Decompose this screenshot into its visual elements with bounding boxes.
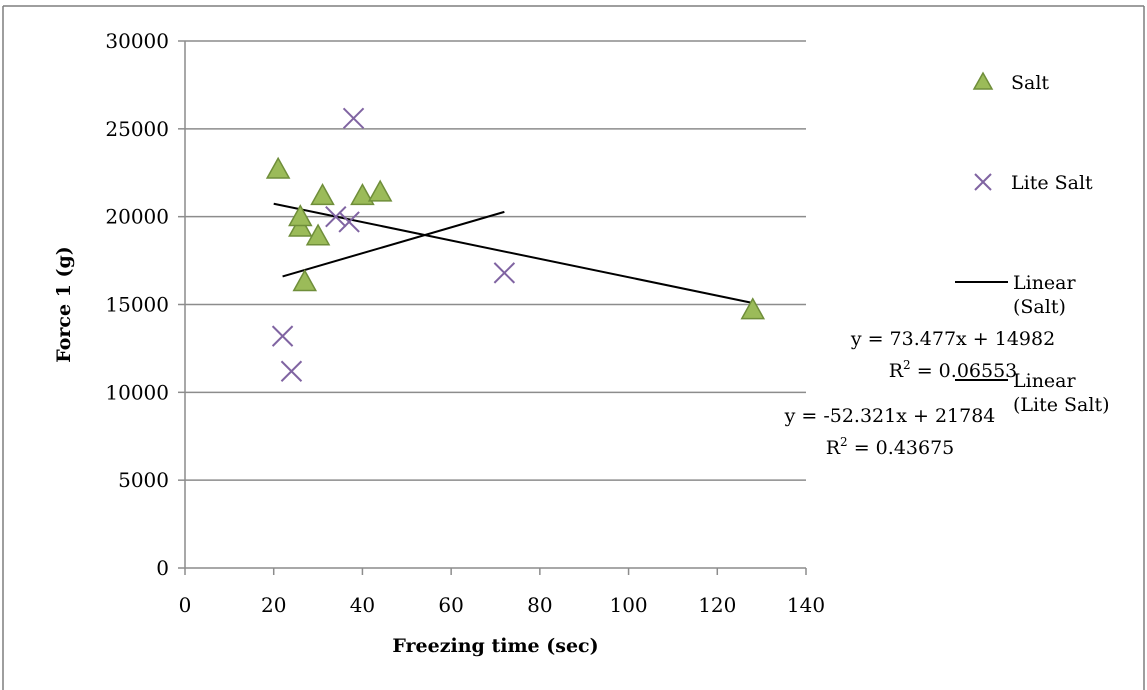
point-salt-3 <box>292 269 318 292</box>
y-tick-label-15000: 15000 <box>105 293 169 317</box>
x-axis-title: Freezing time (sec) <box>392 635 598 657</box>
legend-label-lite-salt: Lite Salt <box>1011 172 1093 194</box>
point-lite-salt-2-stroke-b <box>325 205 347 228</box>
x-tick-label-140: 140 <box>787 593 825 617</box>
x-tick-label-100: 100 <box>609 593 647 617</box>
point-lite-salt-0-stroke-b <box>271 325 294 347</box>
trendlines <box>273 202 753 304</box>
x-tick-label-60: 60 <box>438 593 463 617</box>
point-lite-salt-5-stroke-b <box>493 262 516 284</box>
point-lite-salt-5 <box>493 262 516 284</box>
r-squared-exponent: 2 <box>903 358 911 372</box>
equation-linear-salt: y = -52.321x + 21784 <box>784 405 996 427</box>
y-axis-title: Force 1 (g) <box>53 246 75 363</box>
y-tick-label-30000: 30000 <box>105 29 169 53</box>
point-salt-2 <box>288 204 313 227</box>
point-lite-salt-4-stroke-b <box>342 107 365 130</box>
r-squared-label: R <box>826 437 841 459</box>
legend-label-linear-salt-line-0: Linear <box>1013 272 1077 294</box>
gridlines <box>185 40 806 481</box>
trendline-linear-lite-salt <box>282 210 505 278</box>
point-salt-6 <box>350 183 375 206</box>
r-squared-label: R <box>889 360 904 382</box>
point-salt-7 <box>367 179 393 202</box>
legend-label-linear-salt-line-1: (Salt) <box>1013 296 1066 318</box>
y-tick-label-25000: 25000 <box>105 117 169 141</box>
r-squared-value: = 0.06553 <box>911 360 1018 382</box>
chart-frame <box>2 5 1145 690</box>
trendline-linear-salt <box>273 202 753 304</box>
legend-marker-lite-salt <box>974 173 992 191</box>
point-lite-salt-1 <box>280 360 303 382</box>
point-salt-8 <box>740 297 766 320</box>
axes: 0 5000 10000 15000 20000 25000 30000 0 20 40 60 80 1… <box>53 29 825 657</box>
point-lite-salt-1-stroke-b <box>280 360 303 382</box>
legend-marker-lite-salt-b <box>974 173 992 191</box>
y-tick-label-0: 0 <box>156 556 169 580</box>
series-lite-salt <box>271 107 516 382</box>
r-squared-value: = 0.43675 <box>848 437 955 459</box>
point-lite-salt-3-stroke-b <box>338 211 360 233</box>
legend-label-linear-lite-salt-line-1: (Lite Salt) <box>1013 394 1110 416</box>
point-lite-salt-4 <box>342 107 365 130</box>
x-tick-label-20: 20 <box>261 593 286 617</box>
y-tick-label-20000: 20000 <box>105 205 169 229</box>
point-lite-salt-3 <box>338 211 360 233</box>
x-tick-label-120: 120 <box>698 593 736 617</box>
point-lite-salt-0 <box>271 325 294 347</box>
data-points <box>265 107 766 382</box>
legend-label-salt: Salt <box>1011 72 1049 94</box>
point-salt-5 <box>310 183 335 206</box>
x-tick-label-80: 80 <box>527 593 552 617</box>
y-tick-label-10000: 10000 <box>105 380 169 404</box>
point-salt-4 <box>305 223 331 246</box>
x-tick-label-0: 0 <box>179 593 192 617</box>
y-tick-label-5000: 5000 <box>118 468 169 492</box>
r-squared-exponent: 2 <box>840 435 848 449</box>
point-lite-salt-2 <box>325 205 347 228</box>
legend-label-linear-lite-salt-line-0: Linear <box>1013 370 1077 392</box>
legend-marker-salt <box>972 71 994 90</box>
series-salt <box>265 156 766 320</box>
point-salt-0 <box>265 156 291 179</box>
x-tick-label-40: 40 <box>350 593 375 617</box>
equation-linear-lite-salt: y = 73.477x + 14982 <box>850 328 1055 350</box>
r-squared-linear-lite-salt: R2 = 0.06553 <box>889 358 1018 382</box>
r-squared-linear-salt: R2 = 0.43675 <box>826 435 955 459</box>
